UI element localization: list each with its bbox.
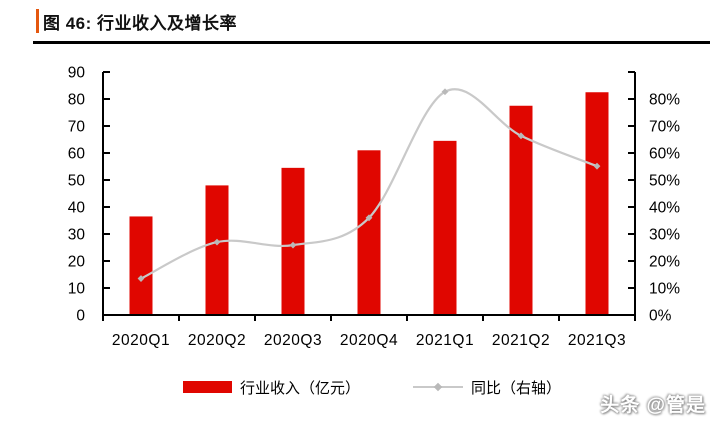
left-axis-label: 60: [68, 146, 86, 163]
right-axis-label: 80%: [649, 92, 680, 109]
bar-2021Q1: [433, 140, 457, 315]
right-axis-label: 60%: [649, 146, 680, 163]
right-axis-label: 0%: [649, 308, 672, 325]
legend-label-yoy: 同比（右轴）: [471, 379, 562, 397]
left-axis-label: 80: [68, 92, 86, 109]
yoy-marker-2021Q1: [441, 88, 449, 96]
x-axis-label-2020Q1: 2020Q1: [112, 332, 170, 349]
right-axis-label: 20%: [649, 254, 680, 271]
legend-item-yoy: 同比（右轴）: [413, 377, 561, 397]
title-divider: [33, 41, 710, 44]
bar-2020Q4: [357, 150, 381, 315]
x-axis-label-2021Q3: 2021Q3: [568, 332, 626, 349]
bar-series-swatch: [183, 381, 232, 393]
bar-2021Q2: [509, 105, 533, 315]
x-axis-label-2021Q2: 2021Q2: [492, 332, 550, 349]
left-axis-label: 20: [68, 254, 86, 271]
bar-series-group: [129, 92, 609, 315]
yoy-marker-2020Q3: [289, 241, 297, 249]
axes-group: [102, 71, 636, 321]
left-axis-label: 10: [68, 281, 86, 298]
x-axis-label-2020Q3: 2020Q3: [264, 332, 322, 349]
left-axis-label: 0: [76, 308, 85, 325]
yoy-marker-2020Q2: [213, 238, 221, 246]
figure-title-row: 图 46: 行业收入及增长率: [36, 8, 237, 34]
left-axis-label: 90: [68, 65, 86, 82]
figure-title: 图 46: 行业收入及增长率: [43, 13, 238, 33]
left-axis-label: 50: [68, 173, 86, 190]
x-axis-label-2021Q1: 2021Q1: [416, 332, 474, 349]
bar-2020Q3: [281, 167, 305, 315]
axis-labels-group: 0 0% 10 10% 20 20% 30 30% 40 40% 50 50% 60 60% 70 70% 80…: [68, 65, 680, 350]
bar-2020Q1: [129, 216, 153, 315]
bar-2021Q3: [585, 92, 609, 315]
right-axis-label: 30%: [649, 227, 680, 244]
legend-label-revenue: 行业收入（亿元）: [240, 379, 361, 397]
bar-2020Q2: [205, 185, 229, 315]
legend-item-revenue: 行业收入（亿元）: [183, 377, 360, 397]
right-axis-label: 70%: [649, 119, 680, 136]
left-axis-label: 40: [68, 200, 86, 217]
yoy-marker-2020Q4: [365, 214, 373, 222]
right-axis-label: 10%: [649, 281, 680, 298]
watermark: 头条 @管是: [600, 395, 706, 416]
yoy-marker-2020Q1: [137, 275, 145, 282]
line-marker-icon: [433, 382, 443, 392]
x-axis-label-2020Q2: 2020Q2: [188, 332, 246, 349]
right-axis-label: 40%: [649, 200, 680, 217]
chart-legend: 行业收入（亿元） 同比（右轴）: [0, 377, 710, 397]
yoy-marker-2021Q3: [593, 162, 601, 170]
title-accent-bar: [36, 9, 39, 33]
x-axis-label-2020Q4: 2020Q4: [340, 332, 398, 349]
line-series-swatch: [413, 382, 463, 392]
left-axis-label: 70: [68, 119, 86, 136]
yoy-marker-2021Q2: [517, 132, 525, 140]
line-series-group: [137, 88, 601, 282]
right-axis-label: 50%: [649, 173, 680, 190]
left-axis-label: 30: [68, 227, 86, 244]
